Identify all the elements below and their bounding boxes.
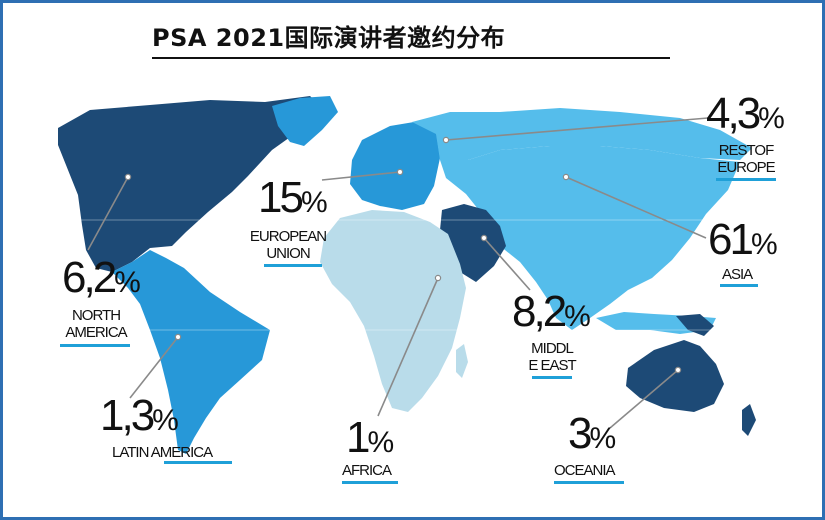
- underline-middle-east: [532, 376, 572, 379]
- region-european-union: [350, 122, 440, 210]
- label-european-union: EUROPEAN UNION: [249, 228, 327, 262]
- value-latin-america: 1,3%: [100, 391, 179, 440]
- leader-north-america: [87, 176, 129, 251]
- underline-rest-of-europe: [716, 178, 776, 181]
- region-latin-america: [112, 250, 270, 454]
- value-oceania: 3%: [568, 409, 617, 458]
- marker-rest-of-europe: [442, 136, 450, 144]
- label-africa: AFRICA: [342, 462, 392, 479]
- underline-oceania: [554, 481, 624, 484]
- leader-european-union: [321, 171, 401, 181]
- leader-latin-america: [129, 336, 179, 399]
- marker-middle-east: [480, 234, 488, 242]
- marker-asia: [562, 173, 570, 181]
- leader-oceania: [609, 369, 679, 429]
- region-new-guinea: [676, 314, 714, 336]
- label-middle-east: MIDDL E EAST: [528, 340, 576, 374]
- value-middle-east: 8,2%: [512, 287, 591, 336]
- value-rest-of-europe: 4,3%: [706, 89, 785, 138]
- leader-middle-east: [483, 237, 531, 291]
- underline-latin-america: [164, 461, 232, 464]
- underline-european-union: [264, 264, 322, 267]
- title-rule: [152, 57, 670, 59]
- marker-latin-america: [174, 333, 182, 341]
- region-asia: [440, 146, 740, 330]
- label-oceania: OCEANIA: [554, 462, 616, 479]
- label-north-america: NORTH AMERICA: [65, 307, 127, 341]
- region-greenland: [272, 96, 338, 146]
- marker-oceania: [674, 366, 682, 374]
- leader-rest-of-europe: [445, 117, 709, 141]
- marker-european-union: [396, 168, 404, 176]
- value-africa: 1%: [346, 413, 395, 462]
- underline-africa: [342, 481, 398, 484]
- underline-north-america: [60, 344, 130, 347]
- leader-asia: [565, 176, 707, 239]
- region-north-america: [58, 96, 325, 272]
- value-north-america: 6,2%: [62, 253, 141, 302]
- region-africa: [320, 210, 466, 412]
- chart-title: PSA 2021国际演讲者邀约分布: [152, 24, 506, 52]
- region-madagascar: [456, 344, 468, 378]
- value-asia: 61%: [708, 215, 778, 264]
- label-rest-of-europe: RESTOF EUROPE: [717, 142, 775, 176]
- value-european-union: 15%: [258, 173, 328, 222]
- marker-africa: [434, 274, 442, 282]
- label-asia: ASIA: [722, 266, 753, 283]
- marker-north-america: [124, 173, 132, 181]
- label-latin-america: LATIN AMERICA: [112, 444, 213, 461]
- underline-asia: [720, 284, 758, 287]
- region-new-zealand: [742, 404, 756, 436]
- leader-africa: [377, 277, 439, 417]
